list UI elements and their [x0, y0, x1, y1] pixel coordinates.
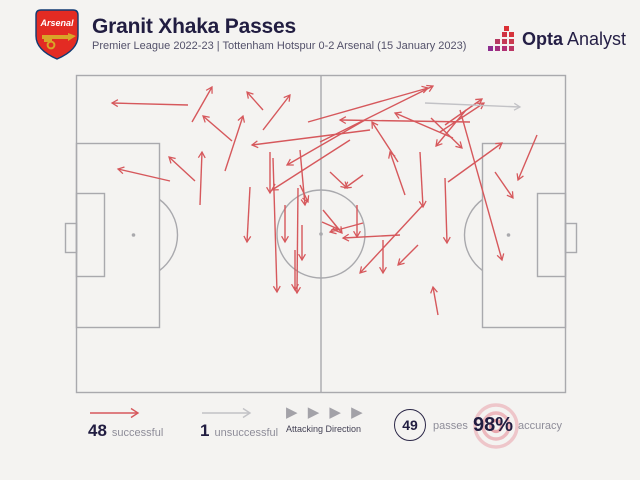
penalty-spot-left	[131, 233, 136, 237]
pass-arrow-successful	[168, 156, 196, 182]
crest-club-name: Arsenal	[39, 18, 74, 28]
pass-arrow-successful	[418, 151, 427, 209]
arsenal-crest-logo: Arsenal	[35, 9, 79, 60]
pitch-markings	[64, 74, 578, 394]
unsuccessful-arrow-icon	[202, 407, 252, 419]
pitch-spots	[131, 232, 511, 237]
unsuccessful-caption: 1 unsuccessful	[200, 421, 278, 441]
six-yard-box-right	[536, 192, 567, 278]
passes-label: passes	[433, 420, 468, 432]
accuracy-value: 98%	[473, 414, 514, 436]
pass-arrow-successful	[321, 221, 340, 231]
attacking-direction-icon: ▶ ▶ ▶ ▶	[286, 404, 366, 421]
pass-arrow-successful	[343, 174, 364, 189]
legend-attacking-direction: ▶ ▶ ▶ ▶ Attacking Direction	[286, 405, 366, 434]
pass-arrow-successful	[285, 119, 366, 166]
brand-bold: Opta	[521, 28, 563, 49]
opta-analyst-wordmark: Opta Analyst	[522, 29, 626, 50]
successful-label: successful	[111, 427, 164, 439]
pass-arrow-successful	[341, 233, 401, 242]
accuracy-rings-icon	[473, 403, 519, 449]
accuracy-label: accuracy	[518, 420, 563, 432]
legend-successful: 48 successful	[88, 407, 163, 441]
pass-arrow-successful	[243, 186, 252, 244]
six-yard-box-left	[75, 192, 106, 278]
penalty-spot-right	[506, 233, 511, 237]
pass-arrow-successful	[116, 166, 171, 182]
page-subtitle: Premier League 2022-23 | Tottenham Hotsp…	[92, 40, 467, 52]
opta-blocks-icon	[487, 26, 514, 51]
pass-arrow-successful	[442, 177, 451, 245]
center-spot	[319, 232, 323, 236]
pass-arrow-successful	[307, 85, 430, 123]
pass-arrow-successful	[299, 184, 310, 204]
pass-arrow-successful	[202, 115, 233, 142]
pass-arrow-successful	[224, 114, 246, 172]
pass-arrow-successful	[329, 171, 348, 189]
pass-arrow-successful	[359, 204, 424, 274]
penalty-arc-left	[159, 198, 179, 272]
pass-arrow-successful	[110, 99, 189, 108]
pass-arrow-successful	[459, 109, 505, 262]
pass-arrow-successful	[262, 94, 291, 131]
brand-light: Analyst	[566, 28, 626, 49]
center-circle	[276, 189, 366, 279]
pass-arrow-successful	[338, 116, 471, 125]
pass-arrow-successful	[319, 84, 435, 143]
pass-arrow-successful	[197, 150, 206, 206]
successful-count: 48	[88, 421, 107, 440]
pass-arrow-successful	[293, 187, 302, 295]
passes-stat-badge: 49	[394, 409, 426, 441]
pass-arrow-successful	[516, 134, 538, 182]
attacking-direction-label: Attacking Direction	[286, 424, 362, 434]
page-title: Granit Xhaka Passes	[92, 15, 296, 38]
legend-unsuccessful: 1 unsuccessful	[200, 407, 278, 441]
pass-arrow-successful	[430, 117, 463, 149]
pass-arrow-successful	[191, 85, 213, 123]
pass-arrow-successful	[270, 139, 351, 191]
opta-analyst-logo: Opta Analyst	[487, 26, 626, 52]
pass-arrow-successful	[494, 171, 514, 200]
passes-count: 49	[402, 417, 418, 433]
pass-arrow-unsuccessful	[424, 102, 522, 111]
goal-left	[64, 222, 78, 254]
pass-arrow-successful	[272, 157, 281, 294]
pass-arrow-successful	[250, 129, 371, 149]
unsuccessful-count: 1	[200, 421, 210, 440]
pass-arrows-layer	[110, 84, 538, 316]
penalty-area-left	[75, 142, 161, 329]
successful-arrow-icon	[90, 407, 140, 419]
penalty-arc-right	[463, 198, 483, 272]
pass-arrow-successful	[246, 91, 264, 111]
pass-arrow-successful	[430, 285, 439, 316]
goal-right	[564, 222, 578, 254]
crest-shield	[35, 9, 79, 60]
unsuccessful-label: unsuccessful	[214, 427, 279, 439]
successful-caption: 48 successful	[88, 421, 163, 441]
pass-arrow-successful	[397, 244, 419, 266]
pass-arrow-successful	[388, 150, 406, 196]
pass-arrow-successful	[299, 149, 309, 207]
pass-arrow-successful	[371, 120, 399, 163]
pass-arrow-successful	[393, 111, 454, 139]
crest-cannon	[42, 33, 76, 50]
